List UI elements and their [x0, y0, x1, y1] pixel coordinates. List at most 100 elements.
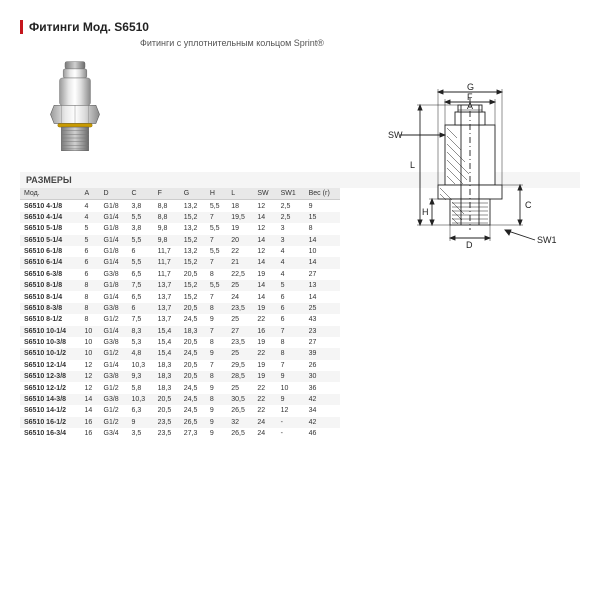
table-cell: 8	[206, 371, 227, 382]
sizes-table: Мод.ADCFGHLSWSW1Вес (г) S6510 4-1/84G1/8…	[20, 188, 340, 439]
table-cell: 15,4	[154, 326, 180, 337]
table-cell: 13,7	[154, 291, 180, 302]
table-cell: 3	[277, 223, 305, 234]
table-col-header: SW	[253, 188, 276, 200]
table-cell: 4	[277, 246, 305, 257]
table-cell: 8	[277, 348, 305, 359]
table-cell: S6510 4-1/8	[20, 200, 80, 212]
table-row: S6510 4-1/44G1/45,58,815,2719,5142,515	[20, 212, 340, 223]
table-cell: 5,5	[128, 257, 154, 268]
table-cell: 13,2	[180, 246, 206, 257]
table-cell: 8	[80, 314, 99, 325]
table-cell: 7	[206, 360, 227, 371]
table-row: S6510 12-1/412G1/410,318,320,5729,519726	[20, 360, 340, 371]
table-cell: 19	[253, 371, 276, 382]
table-cell: 24,5	[180, 348, 206, 359]
table-cell: 32	[227, 417, 253, 428]
table-cell: 15,2	[180, 257, 206, 268]
table-cell: 20,5	[154, 405, 180, 416]
table-row: S6510 6-1/86G1/8611,713,25,52212410	[20, 246, 340, 257]
table-cell: 23,5	[227, 303, 253, 314]
table-cell: 12	[253, 223, 276, 234]
table-cell: 21	[227, 257, 253, 268]
table-cell: 24	[227, 291, 253, 302]
table-cell: 4	[277, 257, 305, 268]
table-row: S6510 14-1/214G1/26,320,524,5926,5221234	[20, 405, 340, 416]
table-cell: 6	[80, 246, 99, 257]
table-cell: S6510 16-3/4	[20, 428, 80, 439]
table-cell: 6	[128, 303, 154, 314]
table-cell: S6510 14-3/8	[20, 394, 80, 405]
table-cell: 9	[277, 394, 305, 405]
table-row: S6510 8-1/28G1/27,513,724,592522643	[20, 314, 340, 325]
table-cell: 22	[227, 246, 253, 257]
table-cell: 5,5	[128, 212, 154, 223]
table-cell: 6,3	[128, 405, 154, 416]
table-row: S6510 5-1/85G1/83,89,813,25,5191238	[20, 223, 340, 234]
table-cell: S6510 12-1/4	[20, 360, 80, 371]
table-cell: S6510 8-1/8	[20, 280, 80, 291]
table-cell: 14	[305, 235, 340, 246]
table-cell: G3/8	[100, 394, 128, 405]
table-cell: 10	[305, 246, 340, 257]
table-row: S6510 6-1/46G1/45,511,715,272114414	[20, 257, 340, 268]
table-cell: 22	[253, 348, 276, 359]
table-cell: 8	[305, 223, 340, 234]
table-cell: 9,3	[128, 371, 154, 382]
table-cell: 6,5	[128, 269, 154, 280]
table-cell: 20,5	[180, 303, 206, 314]
table-cell: 26	[305, 360, 340, 371]
table-cell: 23,5	[227, 337, 253, 348]
table-cell: 12	[80, 371, 99, 382]
table-cell: 15,2	[180, 280, 206, 291]
table-cell: 9	[128, 417, 154, 428]
table-cell: 22	[253, 394, 276, 405]
table-row: S6510 12-1/212G1/25,818,324,5925221036	[20, 382, 340, 393]
table-cell: 5	[277, 280, 305, 291]
title-accent-bar	[20, 20, 23, 34]
table-cell: 23,5	[154, 417, 180, 428]
table-cell: 19	[253, 303, 276, 314]
table-cell: G1/4	[100, 291, 128, 302]
table-cell: 5,8	[128, 382, 154, 393]
table-cell: -	[277, 417, 305, 428]
table-cell: 15,2	[180, 212, 206, 223]
technical-diagram: G F A SW L	[350, 80, 570, 260]
table-cell: 25	[227, 314, 253, 325]
table-cell: 5	[80, 223, 99, 234]
table-row: S6510 5-1/45G1/45,59,815,272014314	[20, 235, 340, 246]
table-cell: 27	[227, 326, 253, 337]
table-cell: 2,5	[277, 212, 305, 223]
table-cell: 8	[277, 337, 305, 348]
table-row: S6510 8-1/48G1/46,513,715,272414614	[20, 291, 340, 302]
table-cell: 8	[80, 280, 99, 291]
table-cell: 8	[206, 394, 227, 405]
table-cell: S6510 10-1/2	[20, 348, 80, 359]
table-cell: 15,4	[154, 348, 180, 359]
table-cell: 27,3	[180, 428, 206, 439]
table-col-header: G	[180, 188, 206, 200]
table-cell: G3/8	[100, 269, 128, 280]
table-cell: 9	[206, 348, 227, 359]
table-cell: 20,5	[180, 337, 206, 348]
table-row: S6510 10-3/810G3/85,315,420,5823,519827	[20, 337, 340, 348]
table-cell: 25	[227, 382, 253, 393]
page-title: Фитинги Мод. S6510	[29, 20, 149, 34]
table-cell: 7	[277, 360, 305, 371]
table-cell: 28,5	[227, 371, 253, 382]
table-cell: G1/8	[100, 280, 128, 291]
table-cell: 9	[206, 405, 227, 416]
table-cell: 42	[305, 394, 340, 405]
table-cell: 20,5	[180, 269, 206, 280]
table-cell: 16	[80, 417, 99, 428]
table-cell: 16	[80, 428, 99, 439]
table-cell: S6510 8-3/8	[20, 303, 80, 314]
table-cell: 22,5	[227, 269, 253, 280]
table-cell: 6	[80, 269, 99, 280]
table-col-header: C	[128, 188, 154, 200]
table-cell: S6510 6-3/8	[20, 269, 80, 280]
table-col-header: D	[100, 188, 128, 200]
table-cell: 12	[253, 246, 276, 257]
table-cell: 4	[80, 200, 99, 212]
table-cell: 8	[80, 291, 99, 302]
